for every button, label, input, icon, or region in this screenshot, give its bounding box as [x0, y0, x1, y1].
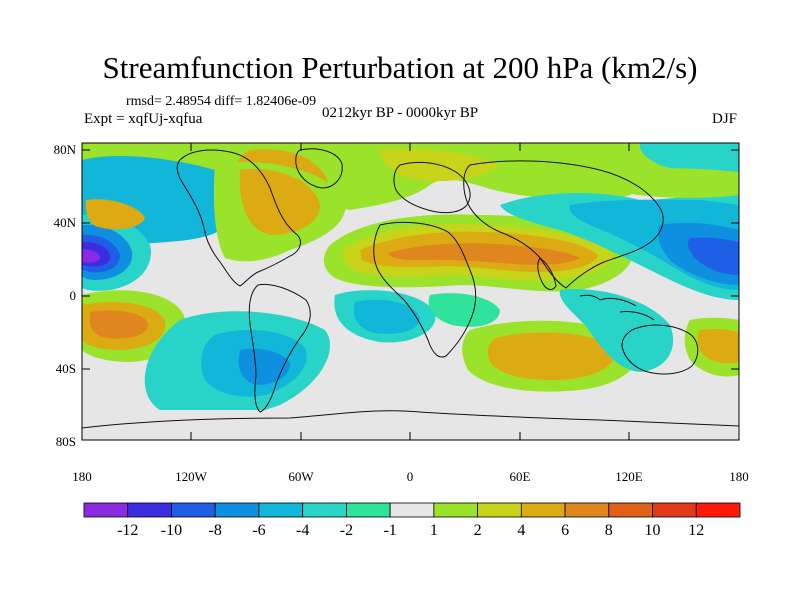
- colorbar-swatch: [214, 502, 260, 518]
- colorbar-label: -2: [340, 522, 353, 539]
- colorbar-label: 12: [688, 522, 704, 539]
- coast-india: [537, 257, 557, 290]
- contour-indian-orange: [487, 332, 616, 381]
- coast-europe: [393, 161, 471, 214]
- contour-pacific-low-core: [82, 249, 100, 263]
- period-line: 0212kyr BP - 0000kyr BP: [322, 105, 479, 121]
- colorbar-swatch: [127, 502, 172, 518]
- stats-line: rmsd= 2.48954 diff= 1.82406e-09: [126, 94, 317, 109]
- colorbar-label: 1: [430, 522, 438, 539]
- colorbar-swatch: [564, 502, 610, 518]
- lon-label-120e: 120E: [615, 469, 643, 484]
- lat-label-40n: 40N: [54, 215, 77, 230]
- lon-label-120w: 120W: [175, 469, 208, 484]
- contour-arctic-cyan-east: [639, 143, 739, 174]
- contour-field: [82, 143, 739, 440]
- contour-tropic-core: [388, 243, 580, 265]
- tick-marks: [81, 143, 740, 441]
- season-label: DJF: [712, 111, 738, 127]
- contour-pacific-east-deep: [687, 237, 739, 275]
- colorbar-swatch: [83, 502, 129, 518]
- contour-australia-cyan: [428, 293, 500, 327]
- lon-label-180e: 180: [729, 469, 749, 484]
- colorbar-swatch: [389, 502, 435, 518]
- colorbar-label: 6: [561, 522, 569, 539]
- colorbar-label: -4: [296, 522, 309, 539]
- lat-label-40s: 40S: [56, 361, 76, 376]
- coast-greenland: [295, 148, 343, 189]
- coast-asia: [463, 160, 664, 289]
- colorbar-label: -1: [383, 522, 396, 539]
- colorbar-swatch: [302, 502, 347, 518]
- contour-southamerica-core: [238, 348, 290, 385]
- colorbar-label: -10: [161, 522, 182, 539]
- coast-north-america: [176, 149, 301, 287]
- lon-label-60e: 60E: [510, 469, 531, 484]
- colorbar-swatch: [477, 502, 522, 518]
- coast-australia: [621, 324, 699, 375]
- experiment-line: Expt = xqfUj-xqfua: [84, 111, 203, 127]
- lat-label-80s: 80S: [56, 434, 76, 449]
- colorbar-label: -6: [252, 522, 265, 539]
- colorbar: -12 -10 -8 -6 -4 -2 -1 1 2 4 6 8 10 12: [83, 502, 741, 539]
- colorbar-label: -8: [209, 522, 222, 539]
- lat-label-0: 0: [70, 288, 77, 303]
- colorbar-label: 8: [605, 522, 613, 539]
- lon-label-0: 0: [407, 469, 414, 484]
- colorbar-label: 4: [517, 522, 525, 539]
- lon-label-60w: 60W: [288, 469, 314, 484]
- contour-southatlantic-blue: [353, 299, 420, 334]
- coast-africa: [373, 221, 477, 358]
- colorbar-swatch: [433, 502, 479, 518]
- coast-antarctica: [82, 410, 739, 429]
- coastlines: [82, 148, 739, 429]
- colorbar-label: 2: [474, 522, 482, 539]
- colorbar-swatch: [345, 502, 391, 518]
- contour-spacific-core: [89, 310, 148, 339]
- colorbar-swatch: [171, 502, 216, 518]
- coast-maritime-asia: [579, 294, 655, 321]
- lat-label-80n: 80N: [54, 142, 77, 157]
- chart-title: Streamfunction Perturbation at 200 hPa (…: [102, 50, 698, 85]
- contour-npacific-high: [85, 199, 145, 230]
- contour-seasia-cyan: [559, 289, 674, 372]
- coast-south-america: [248, 283, 311, 413]
- contour-antarctic-neutral: [82, 410, 739, 440]
- lon-label-180w: 180: [72, 469, 92, 484]
- colorbar-swatch: [695, 502, 741, 518]
- colorbar-label: -12: [117, 522, 138, 539]
- contour-australia-orange: [697, 329, 739, 364]
- colorbar-label: 10: [645, 522, 661, 539]
- contour-asia-yellow: [598, 168, 739, 198]
- contour-northamerica-orange: [239, 169, 320, 235]
- colorbar-swatch: [520, 502, 566, 518]
- colorbar-swatch: [608, 502, 653, 518]
- colorbar-swatch: [258, 502, 304, 518]
- colorbar-swatch: [652, 502, 697, 518]
